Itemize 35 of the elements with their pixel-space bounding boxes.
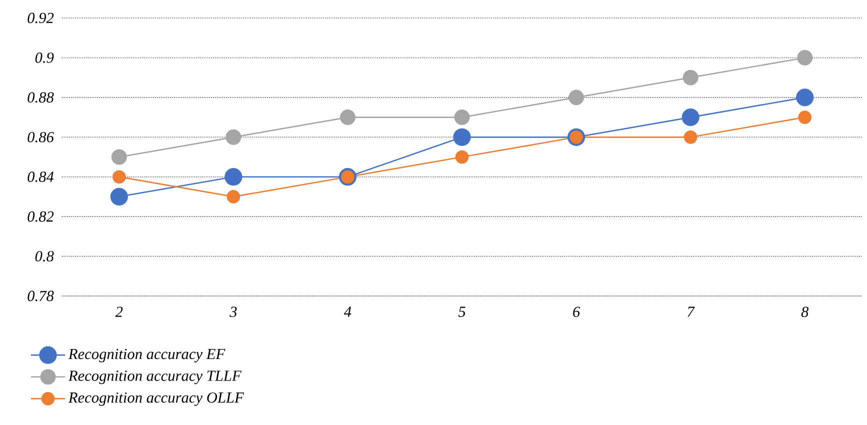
- y-tick-label: 0.84: [28, 172, 54, 182]
- point: [454, 110, 470, 126]
- legend-label: Recognition accuracy TLLF: [68, 370, 242, 384]
- point: [682, 70, 698, 86]
- point: [226, 190, 240, 204]
- point: [112, 170, 126, 184]
- point: [797, 50, 813, 66]
- point: [453, 128, 471, 146]
- y-tick-label: 0.82: [28, 211, 54, 222]
- point: [796, 88, 814, 106]
- x-tick-label: 6: [573, 306, 580, 318]
- legend-label: Recognition accuracy EF: [68, 348, 226, 362]
- point: [340, 110, 356, 126]
- x-tick-label: 2: [115, 306, 123, 317]
- point: [111, 149, 127, 165]
- point: [110, 188, 128, 206]
- y-tick-label: 0.8: [35, 251, 54, 262]
- point: [682, 108, 700, 126]
- point: [224, 168, 242, 186]
- x-tick-label: 3: [230, 306, 237, 318]
- y-tick-label: 0.9: [35, 52, 54, 63]
- point: [455, 150, 469, 164]
- x-tick-label: 8: [801, 306, 809, 318]
- x-tick-label: 5: [458, 306, 466, 317]
- legend-label: Recognition accuracy OLLF: [68, 392, 244, 406]
- point: [684, 130, 698, 144]
- y-tick-label: 0.92: [28, 12, 54, 24]
- point: [226, 129, 242, 145]
- y-tick-label: 0.86: [28, 132, 54, 142]
- y-tick-label: 0.88: [28, 92, 54, 103]
- point: [798, 110, 812, 124]
- y-tick-label: 0.78: [28, 290, 54, 302]
- x-tick-label: 7: [688, 306, 695, 317]
- point: [568, 90, 584, 106]
- x-tick-label: 4: [344, 306, 352, 317]
